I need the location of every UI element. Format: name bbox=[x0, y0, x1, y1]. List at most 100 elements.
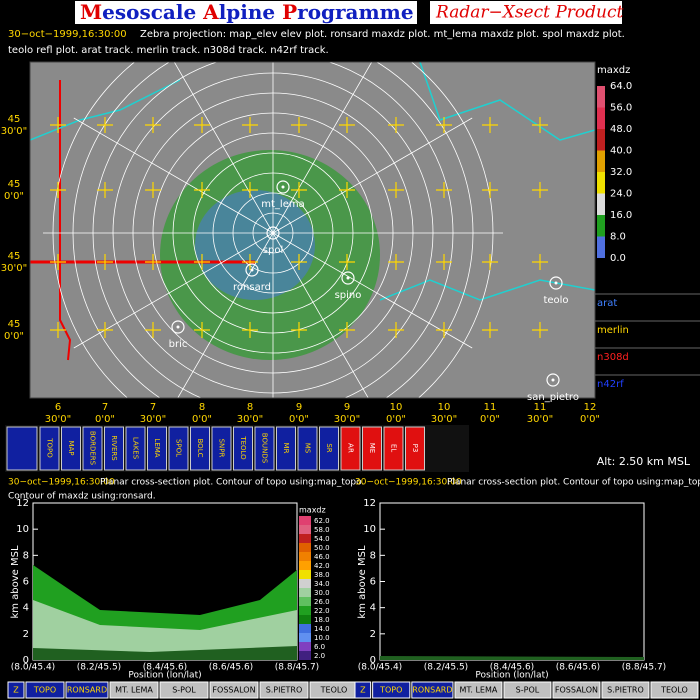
bottom-button[interactable] bbox=[454, 681, 503, 699]
track-legend: merlin bbox=[597, 325, 629, 336]
lon-label: 30'0" bbox=[237, 414, 263, 425]
title-part: A bbox=[202, 0, 219, 24]
lon-label: 30'0" bbox=[527, 414, 553, 425]
grid-cross bbox=[145, 182, 161, 198]
toolbar-button[interactable] bbox=[104, 426, 124, 471]
toolbar-button[interactable] bbox=[125, 426, 146, 471]
y-tick-label: 0 bbox=[23, 655, 29, 666]
colorbar-label: 6.0 bbox=[314, 643, 325, 651]
bottom-button[interactable] bbox=[552, 681, 601, 699]
colorbar-cell bbox=[299, 570, 311, 579]
site-marker bbox=[554, 281, 558, 285]
lon-label: 10 bbox=[390, 402, 403, 413]
grid-cross bbox=[194, 182, 210, 198]
grid-cross bbox=[291, 322, 307, 338]
bottom-button[interactable] bbox=[503, 681, 552, 699]
site-marker bbox=[549, 276, 563, 290]
grid-cross bbox=[242, 117, 258, 133]
colorbar-cell bbox=[299, 642, 311, 651]
bottom-button[interactable] bbox=[650, 681, 699, 699]
colorbar-cell bbox=[299, 606, 311, 615]
toolbar-button[interactable] bbox=[211, 426, 232, 471]
toolbar-button[interactable] bbox=[233, 426, 253, 471]
site-marker bbox=[551, 378, 555, 382]
toolbar-label: MR bbox=[282, 443, 290, 454]
grid-cross bbox=[291, 182, 307, 198]
grid-cross bbox=[291, 254, 307, 270]
bottom-button[interactable] bbox=[354, 681, 372, 699]
colorbar-cell bbox=[299, 525, 311, 534]
toolbar-button[interactable] bbox=[190, 426, 210, 471]
toolbar-button[interactable] bbox=[147, 426, 167, 471]
toolbar-label: TEOLO bbox=[239, 435, 247, 460]
toolbar-button[interactable] bbox=[39, 426, 60, 471]
colorbar-label: 40.0 bbox=[610, 146, 632, 157]
colorbar-label: 46.0 bbox=[314, 553, 330, 561]
river bbox=[30, 79, 181, 141]
echo bbox=[195, 190, 315, 300]
track-legend: n42rf bbox=[597, 379, 624, 390]
colorbar-label: 62.0 bbox=[314, 517, 330, 525]
title-part: rogramme bbox=[297, 0, 413, 24]
colorbar-title: maxdz bbox=[597, 65, 630, 76]
colorbar-cell bbox=[597, 107, 605, 129]
colorbar-label: 18.0 bbox=[314, 616, 330, 624]
grid-cross bbox=[50, 182, 66, 198]
bottom-button-label: MT. LEMA bbox=[460, 686, 498, 695]
bottom-button[interactable] bbox=[25, 681, 65, 699]
toolbar-label: P3 bbox=[411, 444, 419, 453]
colorbar-cell bbox=[299, 534, 311, 543]
z-button[interactable] bbox=[6, 426, 38, 471]
colorbar-cell bbox=[299, 624, 311, 633]
toolbar-button[interactable] bbox=[254, 426, 275, 471]
toolbar-button[interactable] bbox=[319, 426, 339, 471]
site-marker bbox=[266, 226, 280, 240]
bottom-button[interactable] bbox=[109, 681, 159, 699]
toolbar-label: BORDERS bbox=[89, 431, 97, 466]
y-tick-label: 4 bbox=[370, 603, 376, 614]
x-tick-label: (8.4/45.6) bbox=[490, 663, 534, 673]
bottom-button[interactable] bbox=[601, 681, 650, 699]
lon-label: 0'0" bbox=[95, 414, 115, 425]
track-legend: n308d bbox=[597, 352, 629, 363]
toolbar-button[interactable] bbox=[82, 426, 103, 471]
radial bbox=[272, 117, 473, 234]
toolbar-button[interactable] bbox=[61, 426, 81, 471]
toolbar-button[interactable] bbox=[168, 426, 189, 471]
colorbar-cell bbox=[597, 236, 605, 258]
toolbar-button[interactable] bbox=[362, 426, 382, 471]
bottom-button-label: TOPO bbox=[379, 686, 402, 695]
product-box bbox=[430, 1, 622, 24]
site-marker bbox=[250, 268, 254, 272]
panel-subtitle: Planar cross-section plot. Contour of to… bbox=[100, 478, 364, 488]
toolbar-button[interactable] bbox=[276, 426, 296, 471]
toolbar-button[interactable] bbox=[297, 426, 318, 471]
x-tick-label: (8.8/45.7) bbox=[275, 663, 319, 673]
toolbar-button[interactable] bbox=[340, 426, 361, 471]
toolbar-button[interactable] bbox=[405, 426, 425, 471]
map-layer bbox=[30, 62, 595, 398]
bottom-button[interactable] bbox=[411, 681, 454, 699]
site-label: spino bbox=[335, 290, 362, 301]
grid-cross bbox=[194, 254, 210, 270]
title: Mesoscale Alpine Programme bbox=[80, 0, 414, 24]
y-tick-label: 6 bbox=[370, 577, 376, 588]
colorbar-cell bbox=[299, 579, 311, 588]
toolbar-button[interactable] bbox=[383, 426, 404, 471]
y-tick-label: 10 bbox=[363, 524, 376, 535]
lat-label: 0'0" bbox=[4, 331, 24, 342]
x-tick-label: (8.8/45.7) bbox=[622, 663, 666, 673]
echo bbox=[33, 600, 297, 660]
bottom-button[interactable] bbox=[372, 681, 411, 699]
bottom-button[interactable] bbox=[159, 681, 209, 699]
bottom-button[interactable] bbox=[7, 681, 25, 699]
title-part: esoscale bbox=[102, 0, 203, 24]
lon-label: 0'0" bbox=[480, 414, 500, 425]
bottom-button[interactable] bbox=[259, 681, 309, 699]
toolbar-label: MAP bbox=[67, 440, 75, 455]
colorbar-label: 54.0 bbox=[314, 535, 330, 543]
bottom-button[interactable] bbox=[65, 681, 109, 699]
bottom-button[interactable] bbox=[209, 681, 259, 699]
bottom-button-label: FOSSALON bbox=[555, 686, 598, 695]
x-tick-label: (8.4/45.6) bbox=[143, 663, 187, 673]
